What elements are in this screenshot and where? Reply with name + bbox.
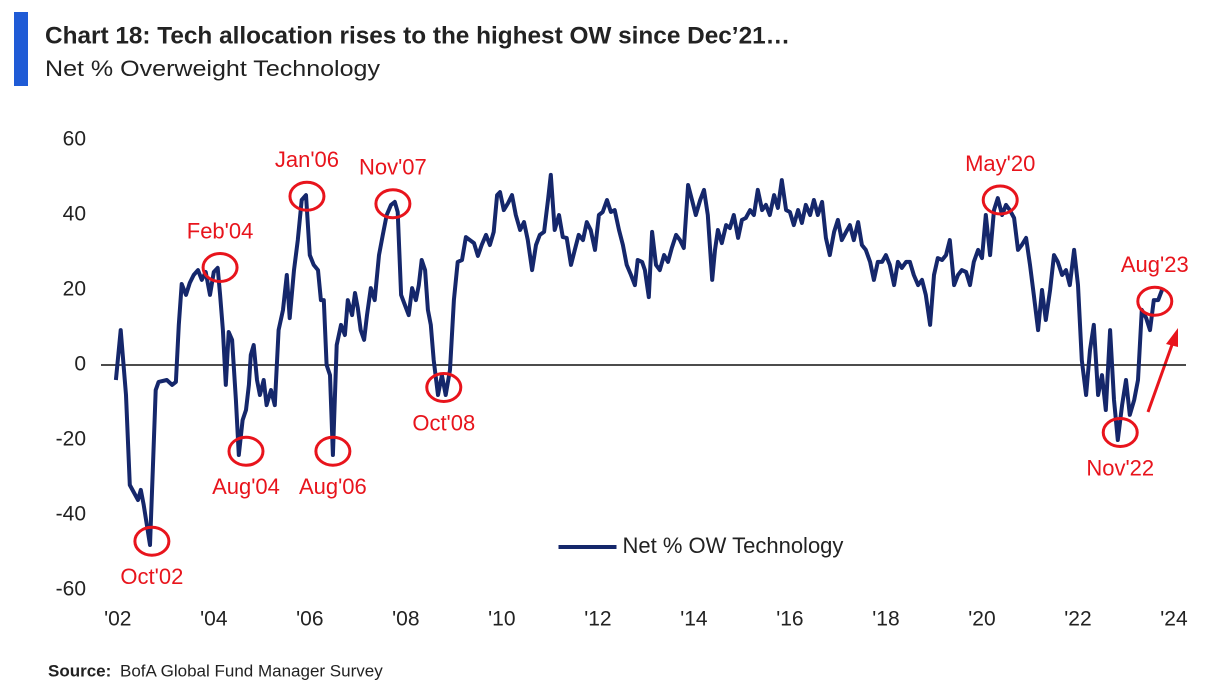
x-tick-label: '06 bbox=[296, 608, 323, 631]
y-tick-label: 60 bbox=[63, 128, 86, 151]
y-tick-label: -60 bbox=[56, 578, 86, 601]
annotation-circle bbox=[425, 372, 463, 403]
x-tick-label: '22 bbox=[1064, 608, 1091, 631]
y-tick-label: 40 bbox=[63, 203, 86, 226]
arrow-head bbox=[1166, 328, 1178, 347]
annotation-circle bbox=[981, 184, 1019, 216]
annotation-circle bbox=[1101, 417, 1139, 448]
annotation-circle bbox=[1136, 285, 1174, 317]
arrow-shaft bbox=[1146, 341, 1175, 413]
x-tick-label: '18 bbox=[872, 608, 899, 631]
annotation-label: Nov'07 bbox=[359, 155, 427, 180]
y-tick-label: -20 bbox=[56, 428, 86, 451]
annotation-circle bbox=[133, 525, 171, 557]
x-tick-label: '10 bbox=[488, 608, 515, 631]
x-tick-label: '08 bbox=[392, 608, 419, 631]
annotation-label: Nov'22 bbox=[1086, 455, 1154, 480]
annotation-label: Aug'23 bbox=[1121, 252, 1189, 277]
annotation-label: Oct'02 bbox=[120, 564, 183, 589]
annotation-circle bbox=[314, 435, 352, 467]
source: BofA Global Fund Manager Survey bbox=[120, 661, 383, 680]
x-tick-label: '14 bbox=[680, 608, 708, 631]
x-tick-label: '12 bbox=[584, 608, 611, 631]
x-tick-label: '02 bbox=[104, 608, 131, 631]
source-label: Source: bbox=[48, 661, 111, 680]
annotation-circle bbox=[374, 188, 412, 220]
y-tick-label: -40 bbox=[56, 503, 86, 526]
annotation-circle bbox=[227, 435, 265, 467]
x-tick-label: '04 bbox=[200, 608, 228, 631]
annotation-label: Jan'06 bbox=[275, 147, 339, 172]
annotation-label: May'20 bbox=[965, 151, 1035, 176]
x-tick-label: '20 bbox=[968, 608, 995, 631]
x-tick-label: '16 bbox=[776, 608, 803, 631]
legend-label: Net % OW Technology bbox=[623, 533, 844, 558]
chart-subtitle: Net % Overweight Technology bbox=[45, 56, 380, 81]
data-line bbox=[113, 172, 1164, 547]
y-tick-label: 0 bbox=[74, 353, 86, 376]
title-bar bbox=[14, 12, 28, 86]
annotation-circle bbox=[288, 180, 326, 212]
annotation-circle bbox=[201, 252, 239, 283]
y-tick-label: 20 bbox=[63, 278, 86, 301]
x-tick-label: '24 bbox=[1160, 608, 1188, 631]
annotation-label: Feb'04 bbox=[187, 218, 254, 243]
chart-title: Chart 18: Tech allocation rises to the h… bbox=[45, 22, 790, 49]
annotation-label: Oct'08 bbox=[412, 410, 475, 435]
annotation-label: Aug'04 bbox=[212, 474, 280, 499]
annotation-label: Aug'06 bbox=[299, 474, 367, 499]
